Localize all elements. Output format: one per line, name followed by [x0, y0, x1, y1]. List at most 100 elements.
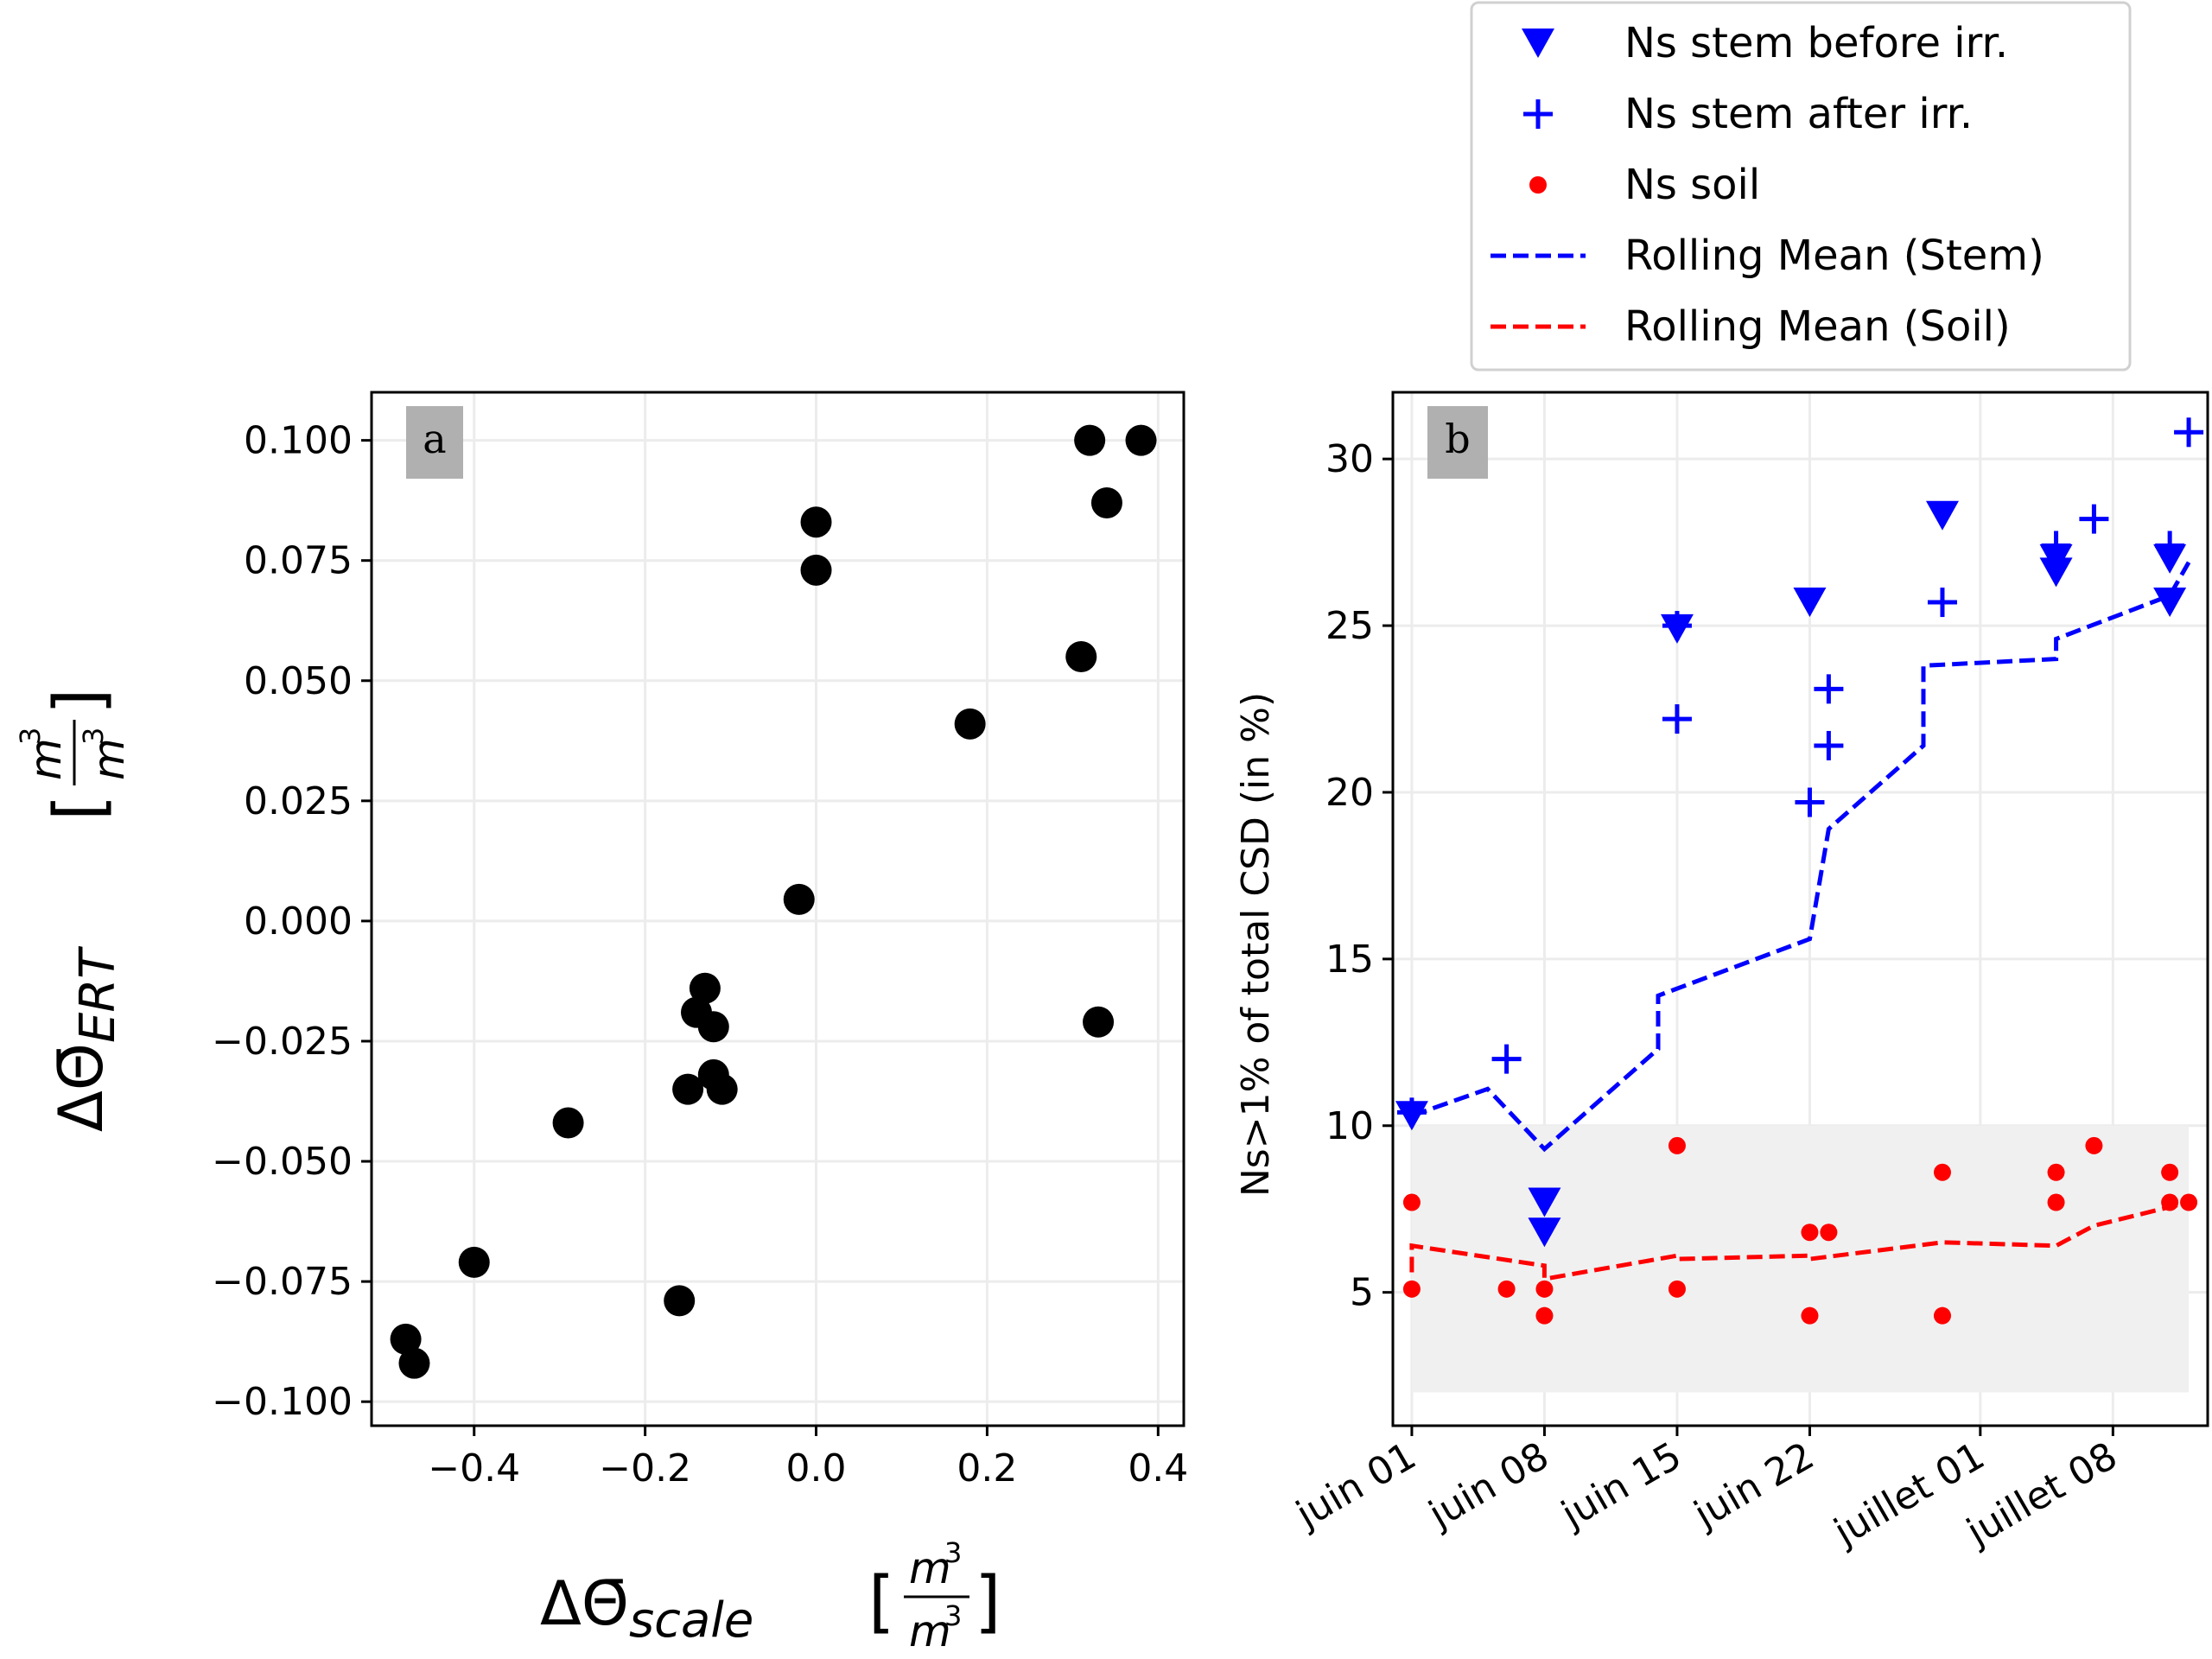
panel-b-axes-frame: [1391, 391, 2209, 1427]
svg-text:[: [: [41, 795, 118, 821]
panel-b-stem-after-marker: [2155, 531, 2185, 561]
panel-a-data-point: [1090, 486, 1122, 518]
panel-b-soil-marker: [1933, 1306, 1951, 1325]
panel-a-x-tick-label: 0.4: [1128, 1446, 1188, 1491]
panel-a-axes-frame: [370, 391, 1185, 1427]
panel-a-points: [390, 424, 1157, 1379]
panel-a-x-unit-denominator: m: [909, 1606, 951, 1656]
panel-b-soil-marker: [2180, 1193, 2198, 1211]
panel-a-data-point: [706, 1073, 738, 1105]
panel-a-y-tick-label: −0.025: [212, 1020, 353, 1064]
panel-b-points: [1395, 417, 2204, 1325]
panel-a-data-point: [398, 1347, 430, 1379]
panel-b-stem-after-marker: [1927, 588, 1957, 618]
panel-a-x-axis-symbol: ΔΘ̄: [540, 1568, 629, 1639]
legend: Ns stem before irr. Ns stem after irr. Ns …: [1470, 1, 2132, 372]
panel-b-stem-after-marker: [1795, 787, 1825, 817]
panel-a-y-tick-label: −0.075: [212, 1260, 353, 1304]
panel-b-y-tick-label: 30: [1325, 437, 1374, 481]
panel-a-label: a: [423, 416, 446, 462]
svg-text:[: [: [868, 1563, 894, 1641]
panel-a-y-tick-label: −0.100: [212, 1380, 353, 1424]
panel-b-soil-marker: [1535, 1280, 1554, 1298]
panel-b-soil-marker: [2085, 1136, 2103, 1154]
panel-a-y-tick-label: 0.025: [244, 779, 353, 823]
panel-a-x-ticks: −0.4 −0.2 0.0 0.2 0.4: [428, 1426, 1188, 1491]
panel-b-y-tick-label: 15: [1325, 938, 1374, 982]
panel-b-stem-after-marker: [1814, 730, 1844, 760]
svg-text:ΔΘ̄scale: ΔΘ̄scale: [540, 1568, 753, 1649]
panel-b-rolling-mean-line: [1409, 1200, 2190, 1282]
panel-a-y-tick-label: −0.050: [212, 1140, 353, 1184]
panel-a-x-tick-label: 0.0: [786, 1446, 847, 1491]
panel-a-y-axis-label: ΔΘ̄ERT [ ] m 3 m 3: [14, 689, 134, 1132]
panel-a-data-point: [954, 708, 986, 740]
panel-b-stem-after-marker: [1396, 1097, 1427, 1128]
panel-a-data-point: [664, 1285, 696, 1317]
panel-a-x-unit-denominator-exp: 3: [944, 1599, 962, 1632]
panel-b-soil-marker: [2047, 1193, 2065, 1211]
panel-a-data-point: [697, 1011, 729, 1043]
panel-a-data-point: [1125, 424, 1157, 456]
panel-b-soil-marker: [1497, 1280, 1516, 1298]
panel-a-x-tick-label: −0.2: [599, 1446, 691, 1491]
panel-a-data-point: [1074, 424, 1106, 456]
panel-b-stem-before-marker: [1528, 1217, 1561, 1248]
legend-label: Ns stem before irr.: [1624, 19, 2008, 67]
legend-item: Ns stem after irr.: [1523, 90, 1973, 138]
panel-a-x-axis-label: ΔΘ̄scale [ ] m 3 m 3: [540, 1536, 1001, 1656]
panel-b-stem-after-marker: [1814, 674, 1844, 704]
panel-b-soil-marker: [1668, 1280, 1686, 1298]
panel-a-label-box: [406, 406, 463, 479]
panel-b-soil-marker: [1668, 1136, 1686, 1154]
panel-b-stem-before-marker: [1528, 1187, 1561, 1217]
panel-a-y-unit-numerator: m: [21, 738, 71, 780]
panel-a-x-tick-label: −0.4: [428, 1446, 520, 1491]
panel-b-label: b: [1445, 416, 1470, 462]
panel-a-y-axis-subscript: ERT: [70, 946, 126, 1043]
panel-b-y-axis-label: Ns>1% of total CSD (in %): [1234, 692, 1278, 1197]
panel-a-data-point: [458, 1246, 490, 1278]
panel-a-y-unit-denominator-exp: 3: [77, 728, 110, 745]
panel-a-data-point: [689, 972, 721, 1004]
panel-a-data-point: [672, 1073, 704, 1105]
svg-text:]: ]: [975, 1563, 1001, 1641]
legend-label: Ns stem after irr.: [1624, 90, 1973, 138]
panel-a-y-ticks: 0.100 0.075 0.050 0.025 0.000 −0.025 −0.050 −0.…: [212, 419, 372, 1424]
panel-b-stem-before-marker: [2153, 588, 2187, 618]
legend-label: Ns soil: [1624, 161, 1760, 209]
panel-a-x-unit-numerator-exp: 3: [944, 1536, 962, 1569]
panel-b-soil-marker: [2161, 1163, 2179, 1181]
legend-marker-swatch: [1529, 176, 1547, 194]
panel-b-y-tick-label: 25: [1325, 604, 1374, 648]
panel-b-soil-marker: [1933, 1163, 1951, 1181]
panel-b-soil-marker: [1820, 1224, 1838, 1242]
panel-b-stem-after-marker: [1662, 704, 1692, 734]
panel-b-soil-marker: [1402, 1280, 1421, 1298]
panel-a-y-tick-label: 0.050: [244, 659, 353, 703]
panel-b-rolling-mean-lines: [1409, 561, 2191, 1282]
panel-a-y-tick-label: 0.075: [244, 539, 353, 583]
panel-b-stem-after-marker: [2041, 531, 2071, 561]
panel-b-soil-marker: [1402, 1193, 1421, 1211]
panel-b-stem-after-marker: [1662, 611, 1692, 641]
panel-b-soil-marker: [1535, 1306, 1554, 1325]
svg-text:]: ]: [41, 689, 118, 715]
panel-b-stem-before-marker: [1793, 588, 1827, 618]
legend-item: Ns soil: [1529, 161, 1760, 209]
panel-b-y-ticks: 5 10 15 20 25 30: [1325, 437, 1393, 1315]
legend-marker-swatch: [1523, 99, 1553, 129]
panel-a-data-point: [1065, 640, 1097, 672]
panel-b-stem-after-marker: [2174, 417, 2204, 448]
panel-a-x-unit-numerator: m: [909, 1543, 951, 1593]
panel-b-label-box: [1427, 406, 1488, 479]
panel-b-y-tick-label: 20: [1325, 771, 1374, 815]
panel-b-soil-marker: [1801, 1306, 1819, 1325]
legend-label: Rolling Mean (Soil): [1624, 302, 2011, 351]
panel-b-y-tick-label: 10: [1325, 1104, 1374, 1148]
panel-b-soil-marker: [1801, 1224, 1819, 1242]
panel-a-y-unit-numerator-exp: 3: [14, 728, 47, 745]
panel-a-data-point: [1083, 1006, 1115, 1038]
legend-frame: [1470, 1, 2132, 372]
